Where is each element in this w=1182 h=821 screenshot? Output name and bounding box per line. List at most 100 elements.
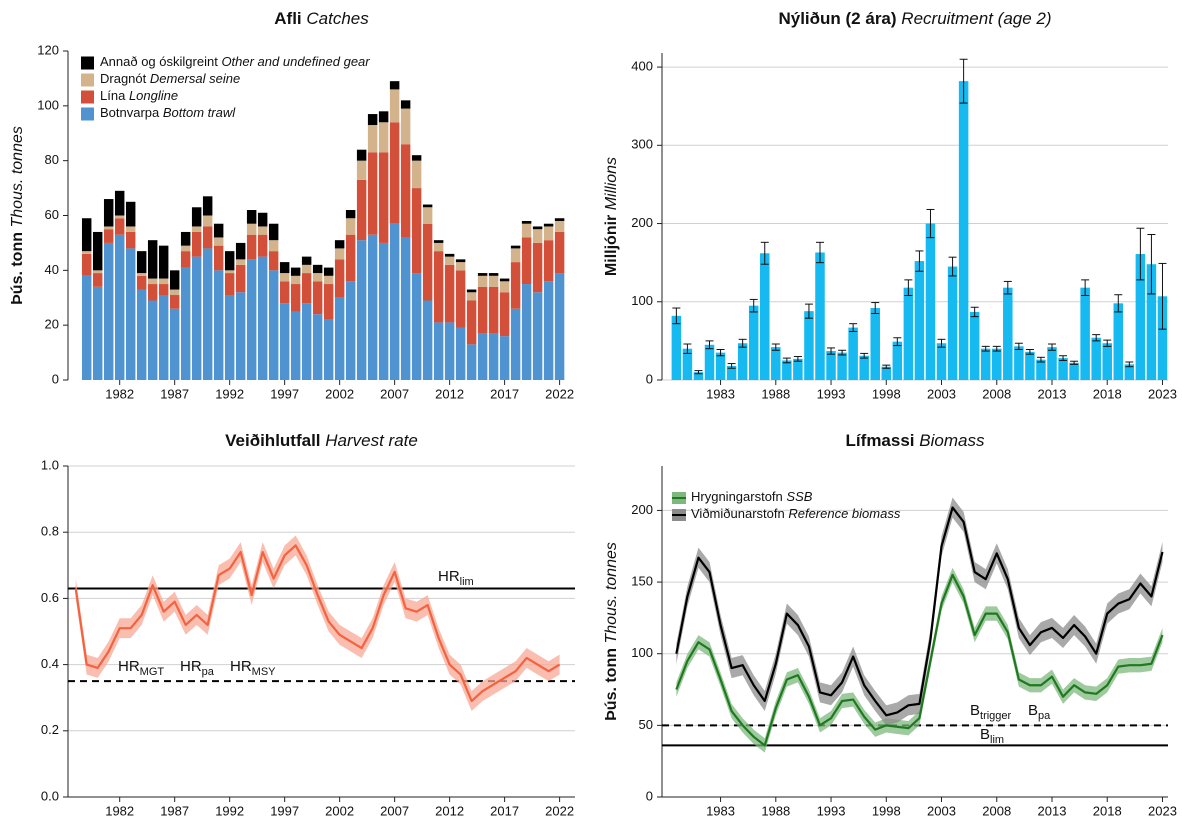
x-tick-label: 1982 xyxy=(105,386,134,401)
legend-swatch xyxy=(81,107,94,121)
bar-segment xyxy=(246,234,257,260)
bar-segment xyxy=(554,220,565,232)
reference-label-sub: MGT xyxy=(140,666,165,678)
bar xyxy=(748,305,759,380)
bar-segment xyxy=(521,237,532,285)
error-bar xyxy=(716,348,725,357)
x-tick-label: 2013 xyxy=(1038,386,1067,401)
bar-segment xyxy=(367,114,378,126)
title-en: Catches xyxy=(306,9,369,28)
error-bar xyxy=(771,343,780,351)
bar-segment xyxy=(389,81,400,90)
x-tick-label: 2023 xyxy=(1148,386,1177,401)
bar-segment xyxy=(224,295,235,380)
y-tick-label: 100 xyxy=(37,97,59,112)
bar xyxy=(715,352,726,380)
bar-segment xyxy=(202,196,213,216)
bar xyxy=(969,311,980,380)
bar-segment xyxy=(301,264,312,274)
error-bar xyxy=(815,241,824,264)
bar-segment xyxy=(213,223,224,238)
x-tick-label: 2012 xyxy=(435,803,464,818)
bar-segment xyxy=(92,231,103,271)
error-bar xyxy=(1125,361,1134,368)
bar-segment xyxy=(455,270,466,328)
bar xyxy=(1080,287,1090,380)
x-tick-label: 1982 xyxy=(105,803,134,818)
x-tick-label: 2022 xyxy=(545,386,574,401)
legend-name-en: Reference biomass xyxy=(788,506,900,521)
error-bar xyxy=(926,208,935,239)
legend-label: Annað og óskilgreint Other and undefined… xyxy=(100,54,370,69)
title-en: Harvest rate xyxy=(325,431,418,450)
error-bar xyxy=(793,356,802,362)
bar-segment xyxy=(103,242,114,380)
x-tick-label: 2022 xyxy=(545,803,574,818)
y-label-main: Þús. tonn xyxy=(603,648,620,721)
error-bar xyxy=(683,343,692,354)
bar-segment xyxy=(433,240,444,243)
reference-label-sub: MSY xyxy=(252,666,277,678)
bar-segment xyxy=(356,179,367,241)
bar-segment xyxy=(422,207,433,224)
bar xyxy=(848,327,858,380)
bar xyxy=(1135,254,1146,380)
bar-segment xyxy=(510,248,521,263)
y-tick-label: 0.0 xyxy=(41,788,59,803)
y-tick-label: 200 xyxy=(631,215,653,230)
bar-segment xyxy=(345,281,356,380)
bar-segment xyxy=(312,273,323,282)
y-label-main: Milljónir xyxy=(603,215,620,276)
bar xyxy=(1003,287,1013,380)
bar-segment xyxy=(147,240,158,279)
bar-segment xyxy=(158,295,169,380)
bar-segment xyxy=(389,122,400,224)
bar xyxy=(804,311,814,380)
bar-segment xyxy=(499,292,510,337)
bar-segment xyxy=(334,297,345,380)
bar-segment xyxy=(92,270,103,274)
bar xyxy=(1146,264,1157,380)
bar-segment xyxy=(466,344,477,380)
bar-segment xyxy=(279,303,290,380)
bar-segment xyxy=(345,234,356,282)
legend-swatch xyxy=(81,73,94,87)
reference-label: HRMSY xyxy=(230,658,276,678)
bar-segment xyxy=(202,248,213,380)
bar-segment xyxy=(235,242,246,260)
error-bar xyxy=(760,241,769,265)
reference-label-sub: pa xyxy=(1038,710,1051,722)
bar-segment xyxy=(411,273,422,380)
bar-segment xyxy=(290,284,301,312)
y-tick-label: 200 xyxy=(631,502,653,517)
error-bar xyxy=(1059,355,1068,361)
error-bar xyxy=(1103,339,1112,347)
bar-segment xyxy=(257,234,268,257)
x-tick-label: 2002 xyxy=(325,803,354,818)
bar-segment xyxy=(235,292,246,380)
bar xyxy=(859,355,869,380)
line xyxy=(675,573,1164,747)
bar-segment xyxy=(81,275,92,380)
y-label-en: Thous. tonnes xyxy=(603,542,620,643)
x-tick-label: 1998 xyxy=(872,386,901,401)
bar-segment xyxy=(268,240,279,252)
error-bar xyxy=(827,347,836,355)
bar-segment xyxy=(125,201,136,227)
bar-segment xyxy=(422,204,433,208)
y-tick-label: 100 xyxy=(631,293,653,308)
y-tick-label: 150 xyxy=(631,574,653,589)
bar-segment xyxy=(191,207,202,227)
bar-segment xyxy=(444,322,455,380)
bar-segment xyxy=(466,292,477,301)
y-tick-label: 0.6 xyxy=(41,590,59,605)
legend-name: Viðmiðunarstofn xyxy=(691,506,785,521)
bar-segment xyxy=(169,295,180,309)
bar-segment xyxy=(81,218,92,252)
x-tick-label: 1993 xyxy=(817,386,846,401)
error-bar xyxy=(849,323,858,332)
bar-segment xyxy=(202,226,213,249)
error-bar xyxy=(882,364,891,369)
error-bar xyxy=(981,345,990,352)
bar xyxy=(1014,346,1024,380)
